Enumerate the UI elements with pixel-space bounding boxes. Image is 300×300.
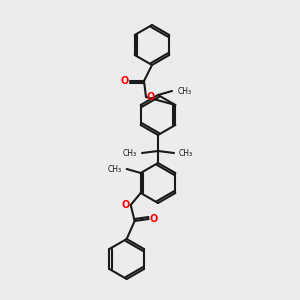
Text: CH₃: CH₃ [179, 148, 193, 158]
Text: O: O [121, 76, 129, 86]
Text: O: O [122, 200, 130, 210]
Text: O: O [150, 214, 158, 224]
Text: CH₃: CH₃ [178, 86, 192, 95]
Text: O: O [147, 92, 155, 102]
Text: CH₃: CH₃ [108, 164, 122, 173]
Text: CH₃: CH₃ [123, 148, 137, 158]
